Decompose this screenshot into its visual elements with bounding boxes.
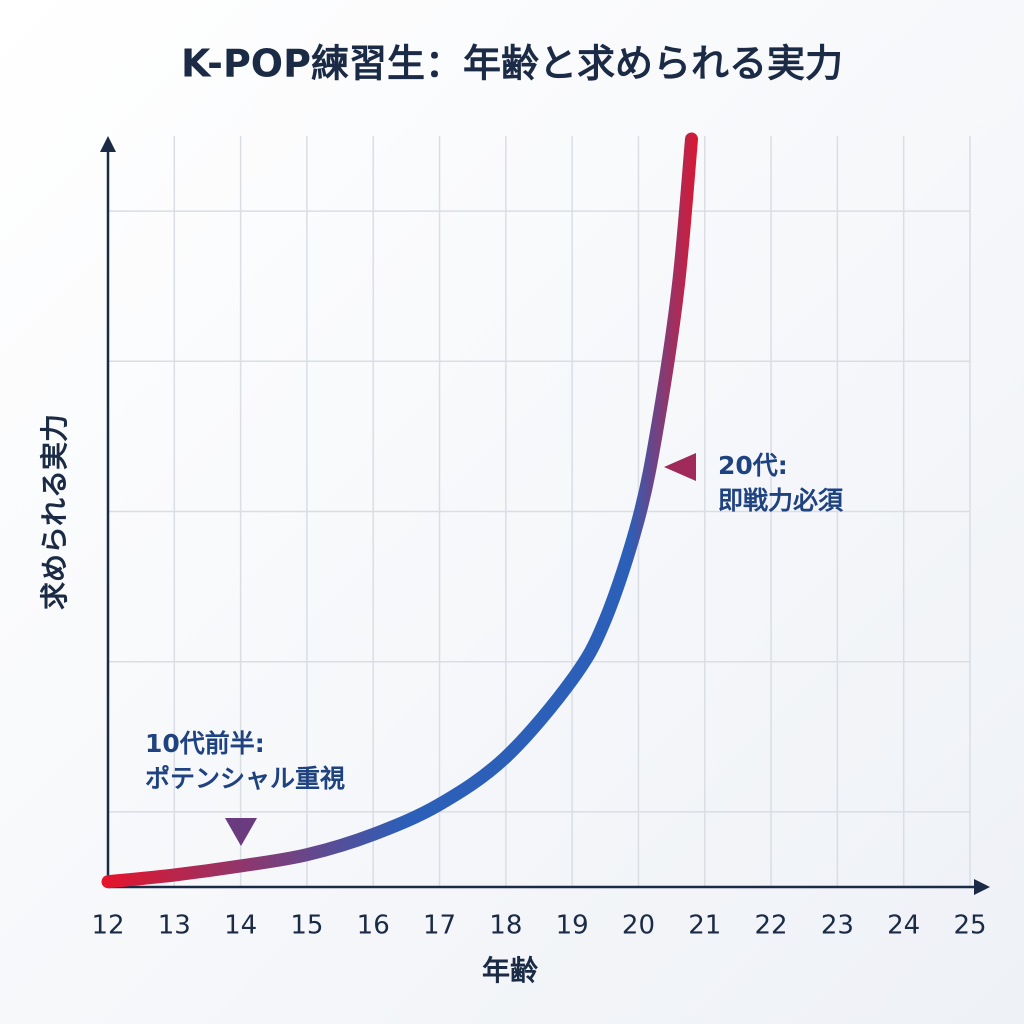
annotation-pointer (664, 453, 696, 481)
x-tick-label: 20 (622, 911, 655, 941)
x-tick-label: 12 (91, 911, 124, 941)
x-tick-label: 18 (489, 911, 522, 941)
x-axis-label: 年齢 (482, 954, 538, 987)
curve (101, 132, 699, 889)
x-tick-label: 23 (821, 911, 854, 941)
annotation-text: ポテンシャル重視 (145, 764, 345, 793)
x-tick-label: 16 (357, 911, 390, 941)
x-tick-label: 24 (887, 911, 920, 941)
annotation-pointer (225, 818, 257, 846)
x-tick-label: 22 (755, 911, 788, 941)
y-axis-label: 求められる実力 (38, 414, 71, 610)
y-axis-arrow (100, 136, 116, 152)
x-tick-label: 15 (290, 911, 323, 941)
annotation-text: 即戦力必須 (718, 486, 844, 515)
x-tick-label: 21 (688, 911, 721, 941)
x-tick-label: 19 (556, 911, 589, 941)
chart-title: K-POP練習生：年齢と求められる実力 (181, 42, 843, 86)
annotation-text: 20代: (718, 451, 788, 480)
x-tick-label: 25 (953, 911, 986, 941)
annotation-text: 10代前半: (145, 729, 265, 758)
x-tick-label: 14 (224, 911, 257, 941)
x-tick-label: 13 (158, 911, 191, 941)
x-tick-label: 17 (423, 911, 456, 941)
x-axis-arrow (974, 879, 990, 895)
